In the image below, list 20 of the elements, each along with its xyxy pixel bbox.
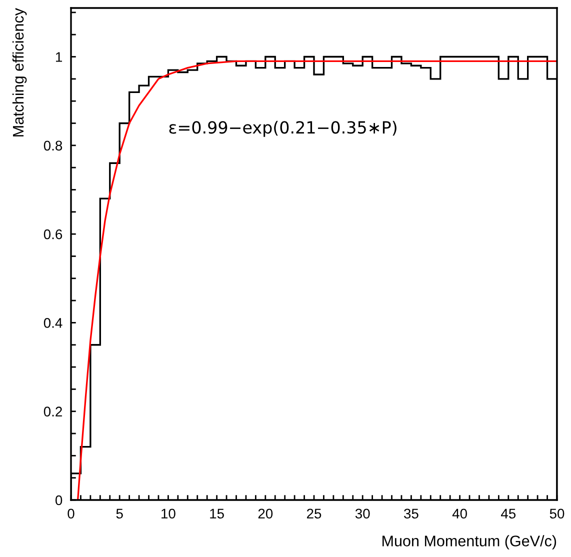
x-tick-label: 20	[258, 508, 273, 519]
x-tick-label: 15	[210, 508, 224, 519]
x-tick-label: 30	[355, 508, 370, 519]
annotation: ε=0.99−exp(0.21−0.35∗P)	[169, 120, 396, 137]
y-axis-title: Matching efficiency	[12, 8, 27, 136]
x-tick-label: 0	[68, 508, 74, 519]
x-tick-label: 5	[116, 508, 123, 519]
x-tick-label: 35	[404, 508, 418, 519]
x-tick-label: 40	[452, 508, 467, 519]
x-axis-title: Muon Momentum (GeV/c)	[382, 535, 556, 550]
x-tick-label: 45	[500, 508, 516, 519]
y-tick-label: 0.2	[44, 406, 62, 417]
x-tick-label: 25	[306, 508, 322, 519]
x-tick-label: 10	[162, 508, 176, 519]
y-tick-label: 0.4	[44, 318, 62, 328]
x-tick-label: 50	[550, 508, 564, 519]
y-tick-label: 0	[55, 495, 62, 506]
y-tick-label: 0.6	[44, 229, 62, 240]
y-tick-label: 0.8	[44, 140, 62, 151]
y-tick-label: 1	[56, 52, 62, 62]
